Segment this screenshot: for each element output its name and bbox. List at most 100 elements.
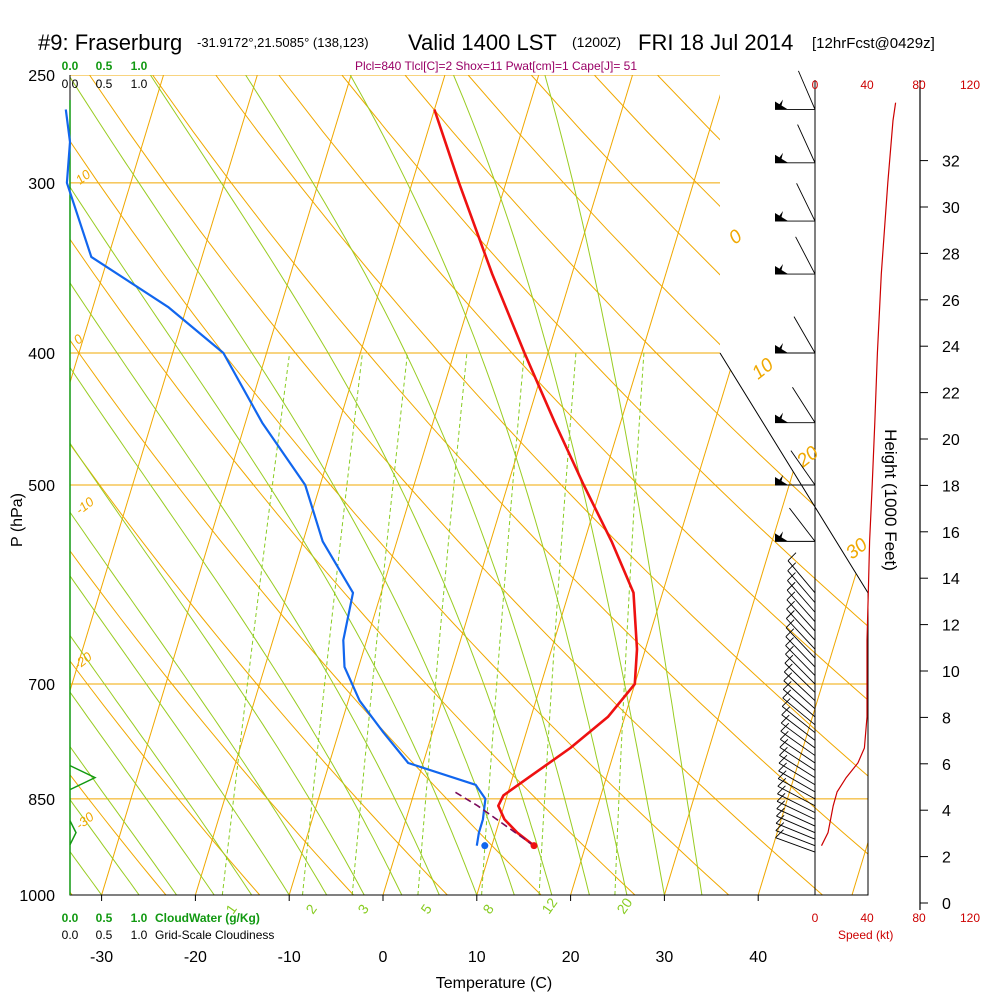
wind-barb-shaft (787, 570, 816, 603)
height-tick-label: 8 (942, 710, 951, 727)
moist-adiabat-line (70, 75, 403, 895)
wind-barb-pennant (775, 213, 788, 222)
wind-barb-pennant (775, 533, 788, 542)
wind-barb-feather (787, 562, 797, 572)
isotherm-line (476, 75, 727, 895)
cloudwater-tick-label-top: 0.5 (96, 59, 113, 73)
dry-adiabat-line (973, 75, 1000, 895)
isotherm-label: -10 (73, 494, 98, 518)
dewpoint-profile (64, 109, 487, 846)
isotherm-label: 0 (725, 226, 747, 249)
pressure-tick-label: 400 (28, 346, 55, 363)
wind-barb-shaft (787, 580, 816, 613)
wind-barb-pennant (775, 345, 788, 354)
wind-barb-feather (782, 689, 792, 699)
wind-barb-feather (786, 581, 796, 591)
dry-adiabat-line (70, 75, 261, 895)
wind-barb-shaft (775, 830, 816, 847)
wind-barb-feather (784, 654, 794, 664)
height-tick-label: 20 (942, 432, 960, 449)
mixing-ratio-label: 8 (479, 901, 497, 917)
wind-barb-pennant (775, 101, 788, 110)
cloudiness-tick-label-top: 0.0 (62, 77, 79, 91)
header-title: #9: Fraserburg -31.9172°,21.5085° (138,1… (38, 30, 935, 73)
wind-barb-shaft (776, 800, 816, 820)
mixing-ratio-label: 12 (538, 895, 560, 917)
station-coords: -31.9172°,21.5085° (138,123) (197, 35, 369, 50)
mixing-ratio-label: 20 (613, 895, 635, 917)
height-tick-label: 14 (942, 571, 960, 588)
wind-barb-feather (775, 815, 785, 824)
wind-barb-shaft (778, 762, 816, 786)
speed-axis-label: Speed (kt) (838, 928, 893, 942)
cloudwater-tick-label-top: 1.0 (131, 59, 148, 73)
wind-barb-shaft (786, 608, 816, 641)
surface-dewpoint-dot (481, 842, 489, 850)
temperature-tick-label: -20 (184, 949, 207, 966)
speed-tick-label-bottom: 40 (860, 911, 874, 925)
wind-barb-shaft (782, 697, 816, 726)
wind-barb-shaft (785, 627, 816, 659)
moist-adiabat-line (70, 75, 215, 895)
isotherm-line (70, 75, 258, 895)
stability-indices: Plcl=840 Tlcl[C]=2 Shox=11 Pwat[cm]=1 Ca… (355, 59, 637, 73)
dry-adiabat-line (404, 75, 868, 895)
moist-adiabat-line (245, 75, 590, 895)
wind-barb-shaft (792, 387, 816, 423)
wind-barb-shaft (785, 645, 816, 676)
wind-barb-shaft (789, 507, 816, 542)
wind-barb-shaft (775, 822, 816, 840)
wind-barb-shaft (795, 236, 816, 275)
forecast-run: [12hrFcst@0429z] (812, 35, 935, 52)
moist-adiabat-line (349, 75, 628, 895)
mixing-ratio-line (302, 352, 363, 895)
wind-barb-shaft (786, 618, 816, 650)
cloudwater-tick-label-bottom: 0.5 (96, 911, 113, 925)
speed-tick-label-top: 40 (860, 78, 874, 92)
wind-barb-shaft (781, 714, 816, 741)
axes: Temperature (C) P (hPa) Height (1000 Fee… (9, 59, 980, 992)
pressure-tick-label: 700 (28, 677, 55, 694)
wind-barb-feather (781, 706, 791, 716)
height-tick-label: 2 (942, 850, 951, 867)
isotherm-line (194, 75, 446, 895)
dry-adiabat-line (341, 75, 868, 895)
forecast-date: FRI 18 Jul 2014 (638, 30, 793, 55)
wind-barb-feather (786, 600, 795, 610)
wind-barb-shaft (786, 589, 816, 623)
height-tick-label: 4 (942, 803, 951, 820)
wind-barb-feather (776, 807, 785, 817)
surface-temperature-dot (530, 842, 538, 850)
x-axis-label: Temperature (C) (436, 975, 552, 992)
wind-barb-feather (785, 637, 794, 646)
cloudiness-tick-label-bottom: 0.0 (62, 928, 79, 942)
wind-barb-pennant (775, 266, 788, 275)
wind-barb-shaft (777, 785, 816, 807)
dry-adiabat-line (70, 75, 542, 895)
wind-barb-feather (777, 785, 786, 795)
wind-barb-feather (780, 722, 790, 732)
cloudwater-marker (69, 764, 97, 791)
height-tick-label: 12 (942, 618, 960, 635)
speed-tick-label-top: 0 (812, 78, 819, 92)
wind-barb-shaft (775, 837, 816, 853)
temperature-tick-label: 10 (468, 949, 486, 966)
moist-adiabat-line (70, 75, 140, 895)
cloudwater-axis-label: CloudWater (g/Kg) (155, 911, 260, 925)
dry-adiabat-line (89, 75, 823, 895)
height-tick-label: 22 (942, 386, 960, 403)
moist-adiabat-line (70, 75, 365, 895)
isotherm-line (288, 75, 540, 895)
wind-barb-shaft (790, 450, 816, 486)
dry-adiabat-line (467, 75, 868, 895)
wind-barb-shaft (785, 636, 816, 668)
mixing-ratio-line (351, 352, 408, 895)
temperature-tick-label: 30 (656, 949, 674, 966)
wind-barb-feather (781, 698, 791, 707)
wind-barb-shaft (777, 778, 816, 800)
moist-adiabat-line (70, 75, 328, 895)
wind-barb-feather (778, 762, 787, 772)
height-axis-label: Height (1000 Feet) (881, 429, 900, 571)
wind-barb-feather (784, 663, 793, 673)
